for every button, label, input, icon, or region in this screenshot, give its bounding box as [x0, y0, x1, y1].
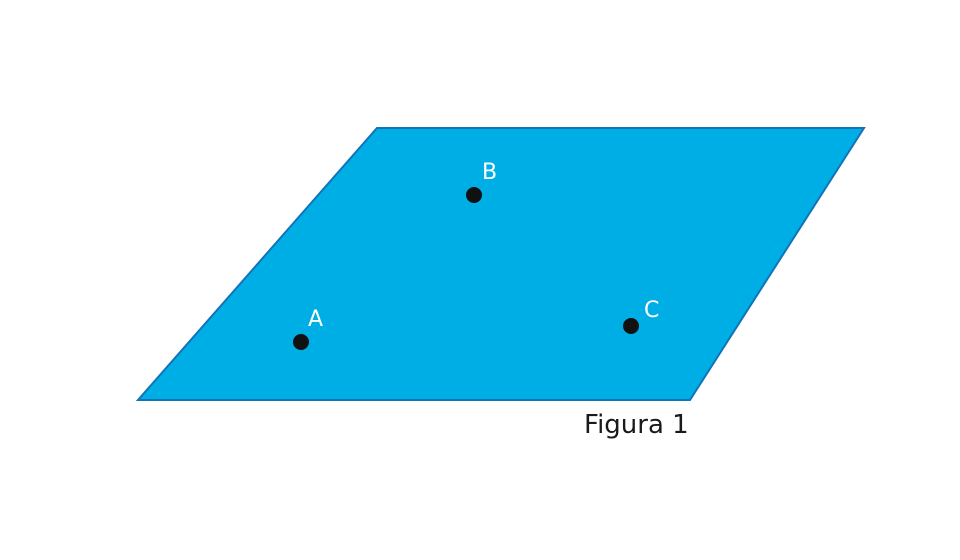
point-c-dot — [623, 318, 639, 334]
point-b-dot — [466, 187, 482, 203]
point-b-label: B — [482, 160, 497, 185]
point-a-dot — [293, 334, 309, 350]
point-c-label: C — [644, 298, 659, 323]
plane-parallelogram — [135, 127, 866, 401]
point-a-label: A — [308, 307, 323, 332]
figure-caption: Figura 1 — [584, 410, 689, 440]
